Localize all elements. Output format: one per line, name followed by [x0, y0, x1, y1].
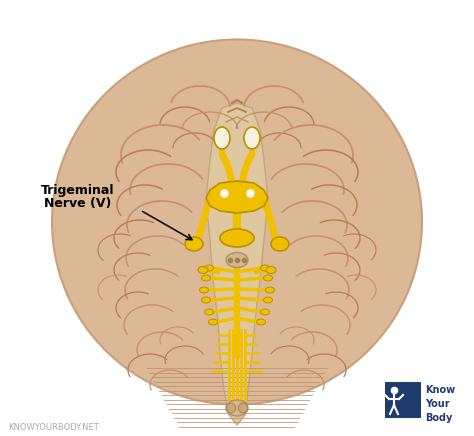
- Ellipse shape: [201, 275, 210, 281]
- Ellipse shape: [220, 229, 254, 247]
- Ellipse shape: [264, 275, 273, 281]
- Ellipse shape: [200, 287, 209, 293]
- Ellipse shape: [261, 309, 270, 315]
- Ellipse shape: [265, 287, 274, 293]
- Ellipse shape: [214, 127, 230, 149]
- Text: Nerve (V): Nerve (V): [44, 197, 112, 210]
- Text: KNOWYOURBODY.NET: KNOWYOURBODY.NET: [8, 423, 99, 432]
- Polygon shape: [206, 181, 268, 213]
- Polygon shape: [206, 103, 268, 425]
- Ellipse shape: [256, 319, 265, 325]
- Ellipse shape: [271, 237, 289, 251]
- Ellipse shape: [264, 297, 273, 303]
- Ellipse shape: [244, 127, 260, 149]
- Ellipse shape: [209, 319, 218, 325]
- Ellipse shape: [204, 265, 213, 271]
- Ellipse shape: [226, 400, 248, 416]
- Text: Know
Your
Body: Know Your Body: [425, 385, 455, 423]
- Ellipse shape: [266, 266, 276, 273]
- FancyBboxPatch shape: [385, 382, 421, 418]
- Ellipse shape: [201, 297, 210, 303]
- Text: Trigeminal: Trigeminal: [41, 184, 115, 197]
- Ellipse shape: [52, 40, 422, 405]
- Ellipse shape: [198, 266, 208, 273]
- Ellipse shape: [238, 403, 247, 413]
- Ellipse shape: [227, 403, 236, 413]
- Ellipse shape: [261, 265, 270, 271]
- Ellipse shape: [204, 309, 213, 315]
- Ellipse shape: [226, 252, 248, 268]
- Ellipse shape: [185, 237, 203, 251]
